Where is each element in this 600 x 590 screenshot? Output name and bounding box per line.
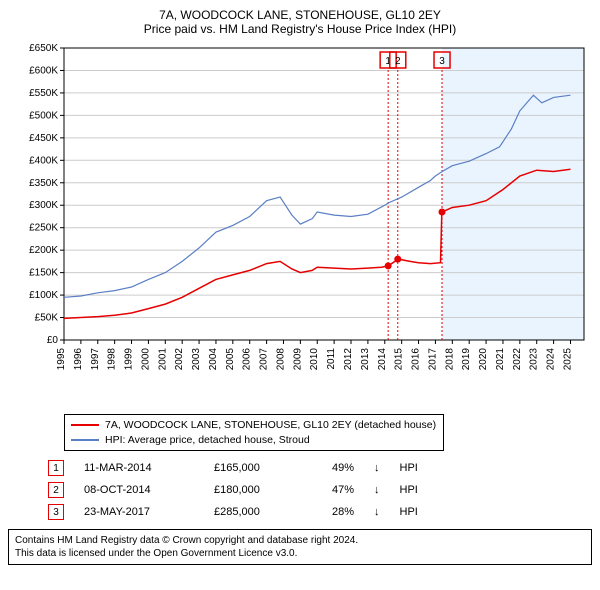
sale-marker: 2 — [48, 482, 64, 498]
y-tick-label: £500K — [29, 110, 58, 121]
y-tick-label: £450K — [29, 133, 58, 144]
sale-row: 3 23-MAY-2017 £285,000 28% ↓ HPI — [48, 501, 592, 523]
sale-pct: 28% — [314, 506, 354, 518]
down-arrow-icon: ↓ — [374, 506, 380, 518]
x-tick-label: 2011 — [326, 348, 337, 370]
chart-title: 7A, WOODCOCK LANE, STONEHOUSE, GL10 2EY — [8, 8, 592, 22]
y-tick-label: £650K — [29, 43, 58, 54]
legend-row: 7A, WOODCOCK LANE, STONEHOUSE, GL10 2EY … — [71, 418, 437, 433]
sale-dot — [394, 256, 401, 263]
sale-dot — [385, 262, 392, 269]
x-tick-label: 1999 — [124, 348, 135, 371]
sale-price: £180,000 — [214, 484, 294, 496]
x-tick-label: 2025 — [562, 348, 573, 371]
y-tick-label: £200K — [29, 245, 58, 256]
sale-dot — [439, 208, 446, 215]
y-tick-label: £100K — [29, 290, 58, 301]
x-tick-label: 2016 — [411, 348, 422, 371]
sale-date: 23-MAY-2017 — [84, 506, 194, 518]
x-tick-label: 2020 — [478, 348, 489, 371]
x-tick-label: 2023 — [529, 348, 540, 371]
x-tick-label: 2013 — [360, 348, 371, 371]
footer-line2: This data is licensed under the Open Gov… — [15, 547, 585, 560]
y-tick-label: £400K — [29, 155, 58, 166]
y-tick-label: £600K — [29, 65, 58, 76]
marker-number: 3 — [439, 56, 445, 67]
chart-svg: £0 £50K £100K £150K £200K £250K £300K £350K £400… — [8, 40, 592, 410]
sale-price: £285,000 — [214, 506, 294, 518]
sale-pct: 47% — [314, 484, 354, 496]
x-tick-label: 2019 — [461, 348, 472, 371]
y-tick-label: £150K — [29, 268, 58, 279]
y-tick-label: £300K — [29, 200, 58, 211]
legend: 7A, WOODCOCK LANE, STONEHOUSE, GL10 2EY … — [64, 414, 444, 451]
x-tick-label: 2022 — [512, 348, 523, 371]
x-tick-label: 2012 — [343, 348, 354, 371]
footer: Contains HM Land Registry data © Crown c… — [8, 529, 592, 565]
x-tick-label: 2006 — [242, 348, 253, 371]
legend-swatch — [71, 424, 99, 426]
x-tick-label: 2010 — [309, 348, 320, 371]
x-tick-label: 2005 — [225, 348, 236, 371]
sale-suffix: HPI — [400, 506, 418, 518]
chart-container: £0 £50K £100K £150K £200K £250K £300K £350K £400… — [8, 40, 592, 410]
legend-row: HPI: Average price, detached house, Stro… — [71, 433, 437, 448]
sale-pct: 49% — [314, 462, 354, 474]
legend-label: 7A, WOODCOCK LANE, STONEHOUSE, GL10 2EY … — [105, 418, 436, 433]
x-tick-label: 2009 — [292, 348, 303, 371]
sales-table: 1 11-MAR-2014 £165,000 49% ↓ HPI 2 08-OCT-2014 £… — [48, 457, 592, 523]
x-tick-label: 2014 — [377, 348, 388, 371]
x-tick-label: 1995 — [56, 348, 67, 371]
y-tick-label: £50K — [35, 313, 59, 324]
y-tick-label: £250K — [29, 223, 58, 234]
x-tick-label: 2021 — [495, 348, 506, 371]
x-tick-label: 1996 — [73, 348, 84, 371]
down-arrow-icon: ↓ — [374, 462, 380, 474]
sale-row: 2 08-OCT-2014 £180,000 47% ↓ HPI — [48, 479, 592, 501]
x-tick-label: 2024 — [546, 348, 557, 371]
down-arrow-icon: ↓ — [374, 484, 380, 496]
x-tick-label: 1997 — [90, 348, 101, 371]
y-tick-label: £350K — [29, 178, 58, 189]
x-tick-label: 2015 — [394, 348, 405, 371]
x-tick-label: 2007 — [259, 348, 270, 371]
title-block: 7A, WOODCOCK LANE, STONEHOUSE, GL10 2EY … — [8, 8, 592, 36]
footer-line1: Contains HM Land Registry data © Crown c… — [15, 534, 585, 547]
x-tick-label: 1998 — [107, 348, 118, 371]
x-tick-label: 2000 — [140, 348, 151, 371]
sale-marker: 3 — [48, 504, 64, 520]
x-tick-label: 2018 — [444, 348, 455, 371]
sale-marker: 1 — [48, 460, 64, 476]
sale-row: 1 11-MAR-2014 £165,000 49% ↓ HPI — [48, 457, 592, 479]
x-tick-label: 2008 — [275, 348, 286, 371]
y-tick-label: £550K — [29, 88, 58, 99]
x-tick-label: 2004 — [208, 348, 219, 371]
legend-swatch — [71, 439, 99, 441]
y-tick-label: £0 — [47, 335, 59, 346]
sale-date: 11-MAR-2014 — [84, 462, 194, 474]
chart-subtitle: Price paid vs. HM Land Registry's House … — [8, 22, 592, 36]
x-tick-label: 2002 — [174, 348, 185, 371]
legend-label: HPI: Average price, detached house, Stro… — [105, 433, 310, 448]
marker-number: 2 — [395, 56, 401, 67]
sale-suffix: HPI — [400, 484, 418, 496]
x-tick-label: 2003 — [191, 348, 202, 371]
sale-suffix: HPI — [400, 462, 418, 474]
x-tick-label: 2017 — [427, 348, 438, 371]
sale-date: 08-OCT-2014 — [84, 484, 194, 496]
sale-price: £165,000 — [214, 462, 294, 474]
x-tick-label: 2001 — [157, 348, 168, 371]
projection-shade — [442, 48, 584, 340]
